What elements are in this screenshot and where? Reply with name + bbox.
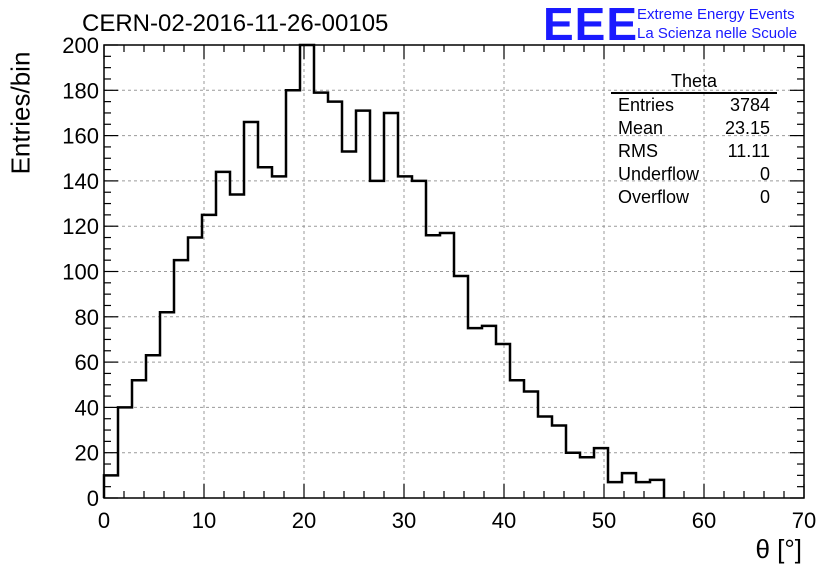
y-tick-label: 120	[62, 214, 99, 239]
axes: 0 10 20 30 40 50 60 70 0 20 40 60 80 100 120 140 160 180 2…	[62, 33, 816, 533]
x-tick-label: 20	[292, 508, 316, 533]
stats-row-underflow: Underflow 0	[611, 163, 777, 186]
y-tick-label: 80	[75, 305, 99, 330]
stats-value: 0	[759, 187, 770, 207]
stats-value: 11.11	[727, 141, 770, 161]
stats-row-rms: RMS 11.11	[611, 140, 777, 163]
logo-line-1: Extreme Energy Events	[637, 6, 795, 23]
stats-label: RMS	[618, 141, 658, 161]
y-tick-label: 160	[62, 124, 99, 149]
stats-row-mean: Mean 23.15	[611, 117, 777, 140]
chart-title: CERN-02-2016-11-26-00105	[82, 10, 389, 37]
logo-caption: Extreme Energy Events La Scienza nelle S…	[637, 5, 797, 43]
stats-title: Theta	[611, 71, 777, 94]
x-tick-label: 30	[392, 508, 416, 533]
stats-value: 23.15	[724, 118, 770, 138]
y-tick-label: 200	[62, 33, 99, 58]
stats-value: 0	[759, 164, 770, 184]
y-tick-label: 60	[75, 350, 99, 375]
logo-line-2: La Scienza nelle Scuole	[637, 25, 798, 42]
stats-row-entries: Entries 3784	[611, 94, 777, 117]
y-tick-label: 40	[75, 395, 99, 420]
x-tick-label: 50	[592, 508, 616, 533]
stats-label: Underflow	[618, 164, 700, 184]
y-tick-label: 140	[62, 169, 99, 194]
stats-label: Entries	[618, 95, 675, 115]
x-tick-label: 70	[792, 508, 816, 533]
stats-label: Mean	[618, 118, 664, 138]
histogram-line	[102, 43, 666, 498]
y-tick-label: 20	[75, 441, 99, 466]
eee-logo: EEE	[543, 0, 639, 50]
x-tick-label: 60	[692, 508, 716, 533]
y-tick-label: 100	[62, 260, 99, 285]
stats-row-overflow: Overflow 0	[611, 186, 777, 209]
x-tick-label: 40	[492, 508, 516, 533]
stats-label: Overflow	[618, 187, 690, 207]
stats-value: 3784	[729, 95, 770, 115]
y-axis-label: Entries/bin	[5, 51, 36, 175]
x-axis-label: θ [°]	[755, 534, 802, 564]
x-tick-label: 0	[98, 508, 110, 533]
x-tick-label: 10	[192, 508, 216, 533]
y-tick-label: 180	[62, 78, 99, 103]
stats-box: Theta Entries 3784 Mean 23.15 RMS 11.11 …	[611, 71, 777, 209]
y-tick-label: 0	[87, 486, 99, 511]
